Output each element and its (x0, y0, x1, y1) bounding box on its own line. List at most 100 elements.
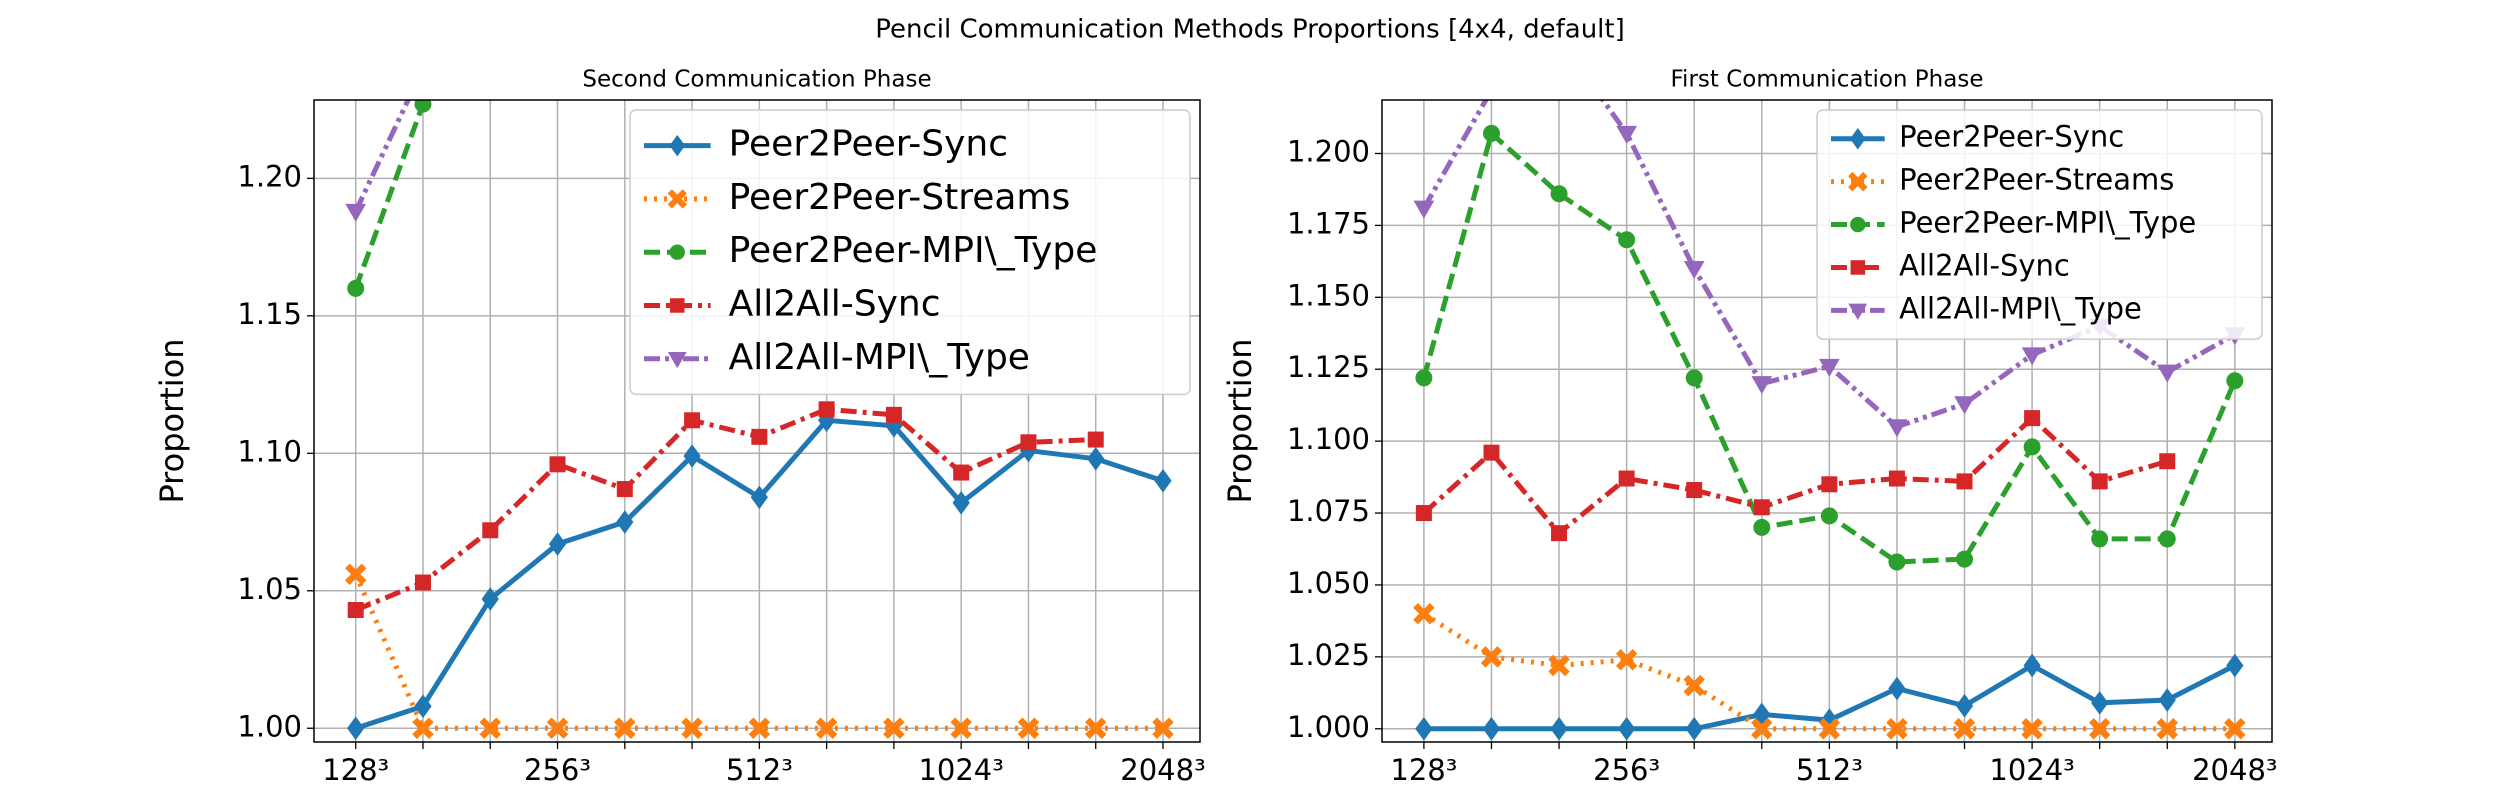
marker (1154, 468, 1172, 493)
marker (1087, 431, 1104, 448)
marker (1818, 718, 1841, 740)
marker (681, 717, 703, 739)
marker (347, 602, 364, 619)
marker (2156, 364, 2178, 383)
marker (1753, 499, 1770, 516)
y-tick-label: 1.125 (1287, 350, 1370, 384)
marker (1482, 124, 1500, 142)
y-tick-label: 1.050 (1287, 566, 1370, 600)
marker (482, 522, 499, 539)
marker (1548, 654, 1570, 677)
subplot-title: First Communication Phase (1671, 67, 1984, 93)
marker (1886, 419, 1908, 438)
x-tick-label: 128³ (1390, 753, 1457, 787)
marker (1482, 716, 1501, 741)
y-tick-label: 1.000 (1287, 710, 1370, 744)
legend-marker (667, 189, 688, 209)
marker (1020, 434, 1037, 451)
marker (1550, 716, 1568, 741)
legend-label: Peer2Peer-Sync (1899, 120, 2124, 154)
marker (2159, 453, 2176, 470)
marker (2226, 372, 2244, 390)
marker (815, 717, 838, 739)
plot-area (345, 100, 1174, 741)
legend-marker (1848, 171, 1868, 192)
legend-marker (1848, 303, 1868, 320)
marker (748, 717, 771, 739)
axes-frame (1381, 99, 2273, 743)
legend-marker (1850, 127, 1866, 150)
y-tick-label: 1.075 (1287, 494, 1370, 528)
legend-marker (1850, 216, 1866, 233)
marker (1956, 550, 1974, 568)
marker (1686, 482, 1703, 499)
marker (549, 456, 566, 473)
x-tick-label: 512³ (1796, 753, 1863, 787)
marker (1550, 185, 1568, 203)
marker (2156, 718, 2178, 740)
y-tick-label: 1.10 (237, 434, 302, 468)
marker (412, 717, 434, 739)
marker (2021, 347, 2043, 366)
subplot: First Communication Phase Proportion 128³ 2… (1221, 67, 2278, 788)
legend-marker (669, 134, 686, 157)
marker (2224, 718, 2246, 740)
marker (1685, 716, 1703, 741)
x-tick-label: 256³ (1593, 753, 1660, 787)
marker (1017, 717, 1040, 739)
subplot-title: Second Communication Phase (582, 67, 931, 93)
marker (1954, 396, 1975, 415)
y-tick-label: 1.00 (237, 709, 302, 743)
marker (347, 716, 365, 741)
marker (2158, 530, 2176, 548)
legend-marker (667, 351, 687, 369)
marker (1413, 200, 1435, 219)
legend-marker (1850, 260, 1866, 275)
marker (345, 203, 367, 222)
marker (1415, 716, 1433, 741)
marker (952, 490, 970, 515)
marker (2091, 530, 2109, 548)
x-tick-label: 2048³ (2192, 753, 2277, 787)
y-tick-label: 1.175 (1287, 206, 1370, 240)
marker (347, 279, 365, 297)
marker (1953, 718, 1976, 740)
y-axis-label: Proportion (153, 338, 191, 503)
legend-label: Peer2Peer-MPI\_Type (729, 230, 1098, 271)
marker (1415, 505, 1432, 522)
series-line (354, 406, 1096, 613)
marker (1683, 674, 1705, 697)
legend: Peer2Peer-Sync Peer2Peer-Streams Peer2Peer… (629, 109, 1191, 396)
marker (1751, 718, 1773, 740)
x-tick-label: 2048³ (1120, 753, 1205, 787)
marker (1956, 473, 1973, 490)
marker (1888, 676, 1906, 701)
marker (1618, 716, 1636, 741)
marker (616, 481, 633, 498)
marker (950, 717, 972, 739)
marker (2158, 688, 2176, 712)
marker (751, 428, 768, 445)
marker (953, 464, 970, 481)
marker (1413, 603, 1435, 625)
marker (2091, 473, 2108, 490)
marker (546, 717, 569, 739)
marker (1685, 369, 1703, 387)
marker (2091, 691, 2109, 715)
marker (1819, 358, 1840, 377)
legend-marker (669, 244, 685, 260)
marker (414, 694, 432, 719)
marker (414, 574, 431, 591)
marker (885, 406, 902, 423)
marker (1618, 231, 1636, 249)
x-tick-label: 256³ (524, 753, 591, 787)
figure-title: Pencil Communication Methods Proportions… (875, 15, 1624, 45)
marker (2023, 438, 2041, 456)
marker (1683, 261, 1705, 280)
marker (481, 587, 499, 611)
marker (1753, 518, 1771, 536)
marker (548, 532, 567, 556)
series-line (353, 100, 411, 213)
marker (614, 717, 636, 739)
x-tick-label: 512³ (726, 753, 793, 787)
